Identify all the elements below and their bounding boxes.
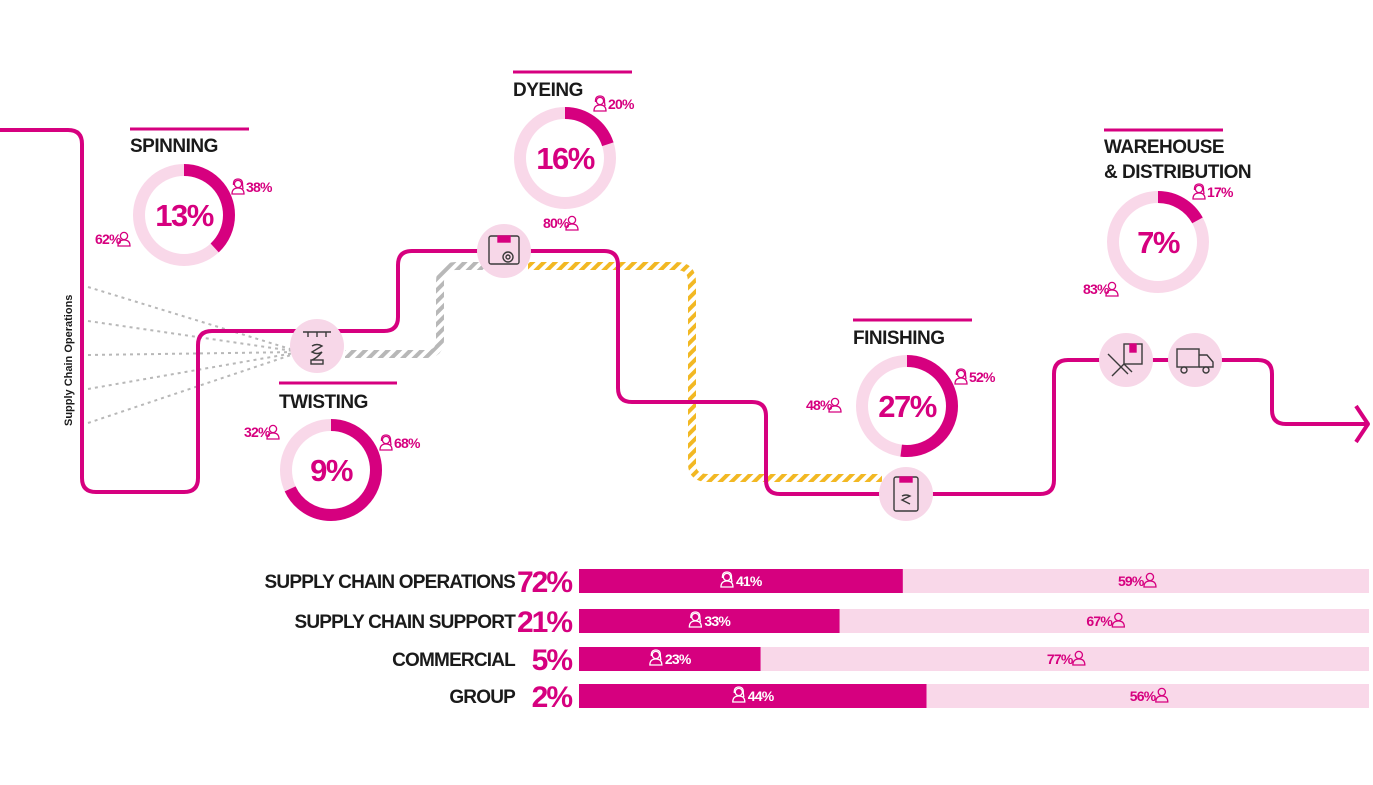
female-pct: 38% [246, 179, 273, 195]
female-icon [1192, 183, 1206, 200]
ring-female-share [280, 419, 382, 521]
bar-female-label: 41% [720, 571, 764, 589]
bar-label: SUPPLY CHAIN OPERATIONS [265, 572, 516, 593]
male-pct: 80% [543, 215, 570, 231]
side-label: Supply Chain Operations [63, 295, 75, 426]
fan-lines [87, 286, 301, 424]
bar-female-segment [579, 684, 927, 708]
bar-male-pct: 77% [1047, 651, 1074, 667]
finishing-machine-icon [879, 467, 933, 521]
bar-total: 72% [517, 566, 572, 599]
female-icon [593, 95, 607, 112]
yellow-flow-path [528, 262, 882, 482]
twisting-machine-icon [290, 319, 344, 373]
bar-female-pct: 41% [736, 573, 763, 589]
bar-row: COMMERCIAL 5% 23% 77% [392, 644, 1369, 677]
stage-title: FINISHING [853, 328, 945, 349]
female-pct: 17% [1207, 184, 1234, 200]
female-icon [954, 368, 968, 385]
female-pct: 20% [608, 96, 635, 112]
female-icon [231, 178, 245, 195]
bar-male-segment [902, 569, 1369, 593]
stage-finishing: FINISHING 27% 52% 48% [806, 318, 997, 457]
stage-total: 16% [536, 141, 594, 176]
bar-male-segment [926, 684, 1369, 708]
stage-total: 13% [155, 198, 213, 233]
bar-male-pct: 67% [1086, 613, 1113, 629]
bar-row: SUPPLY CHAIN SUPPORT 21% 33% 67% [295, 606, 1369, 639]
grey-flow-path [345, 262, 500, 358]
female-pct: 68% [394, 435, 421, 451]
bar-male-pct: 59% [1118, 573, 1145, 589]
bar-male-segment [760, 647, 1369, 671]
male-icon [266, 424, 280, 440]
male-icon [117, 231, 131, 247]
male-icon [565, 215, 579, 231]
delivery-truck-icon [1168, 333, 1222, 387]
stage-title: TWISTING [279, 392, 368, 413]
female-icon [720, 571, 734, 588]
bar-female-label: 33% [688, 611, 732, 629]
bar-male-segment [839, 609, 1369, 633]
main-flow-path [0, 128, 1367, 496]
female-icon [649, 649, 663, 666]
stage-spinning: SPINNING 13% 38% 62% [95, 127, 274, 266]
bar-male-label: 67% [1086, 612, 1126, 629]
male-pct: 62% [95, 231, 122, 247]
bar-male-label: 56% [1130, 687, 1169, 704]
female-icon [688, 611, 703, 628]
stage-total: 9% [310, 453, 353, 488]
stage-warehouse: WAREHOUSE & DISTRIBUTION 7% 17% 83% [1083, 128, 1252, 297]
stage-total: 7% [1137, 225, 1180, 260]
stages: SPINNING 13% 38% 62% TWISTING 9% 68% 32% DYEING 1… [95, 70, 1252, 521]
stage-total: 27% [878, 389, 936, 424]
male-pct: 48% [806, 397, 833, 413]
female-icon [732, 686, 746, 703]
male-icon [828, 397, 842, 413]
bar-label: GROUP [449, 687, 516, 708]
bar-label: COMMERCIAL [392, 650, 516, 671]
handshake-box-icon [1099, 333, 1153, 387]
stage-title: & DISTRIBUTION [1104, 162, 1251, 183]
female-pct: 52% [969, 369, 996, 385]
dyeing-machine-icon [477, 224, 531, 278]
stage-dyeing: DYEING 16% 20% 80% [513, 70, 636, 231]
bar-male-label: 77% [1047, 650, 1086, 667]
bar-female-segment [579, 647, 761, 671]
female-icon [379, 434, 393, 451]
bar-row: GROUP 2% 44% 56% [449, 681, 1369, 714]
bar-female-pct: 33% [704, 613, 731, 629]
stage-title: WAREHOUSE [1104, 137, 1224, 158]
male-icon [1143, 572, 1157, 588]
arrow-head-icon [1354, 404, 1370, 444]
male-pct: 83% [1083, 281, 1110, 297]
bar-male-pct: 56% [1130, 688, 1157, 704]
male-icon [1155, 687, 1169, 703]
bar-female-label: 44% [732, 686, 776, 704]
ring-female-share [1107, 191, 1209, 293]
bar-male-label: 59% [1118, 572, 1157, 589]
male-icon [1111, 612, 1126, 628]
bar-total: 21% [517, 606, 572, 639]
male-icon [1072, 650, 1086, 666]
stage-title: DYEING [513, 80, 583, 101]
ring-female-share [856, 355, 958, 457]
bar-total: 2% [532, 681, 573, 714]
stage-title: SPINNING [130, 136, 218, 157]
male-icon [1105, 281, 1119, 297]
bar-female-segment [579, 569, 903, 593]
ring-female-share [133, 164, 235, 266]
bar-female-label: 23% [649, 649, 693, 667]
bar-label: SUPPLY CHAIN SUPPORT [295, 612, 517, 633]
bar-female-pct: 44% [748, 688, 775, 704]
stage-twisting: TWISTING 9% 68% 32% [244, 381, 422, 521]
bar-female-pct: 23% [665, 651, 692, 667]
male-pct: 32% [244, 424, 271, 440]
bar-female-segment [579, 609, 840, 633]
ring-female-share [514, 107, 616, 209]
gender-bar-chart: SUPPLY CHAIN OPERATIONS 72% 41% 59%SUPPLY C… [265, 566, 1369, 714]
bar-total: 5% [532, 644, 573, 677]
bar-row: SUPPLY CHAIN OPERATIONS 72% 41% 59% [265, 566, 1369, 599]
